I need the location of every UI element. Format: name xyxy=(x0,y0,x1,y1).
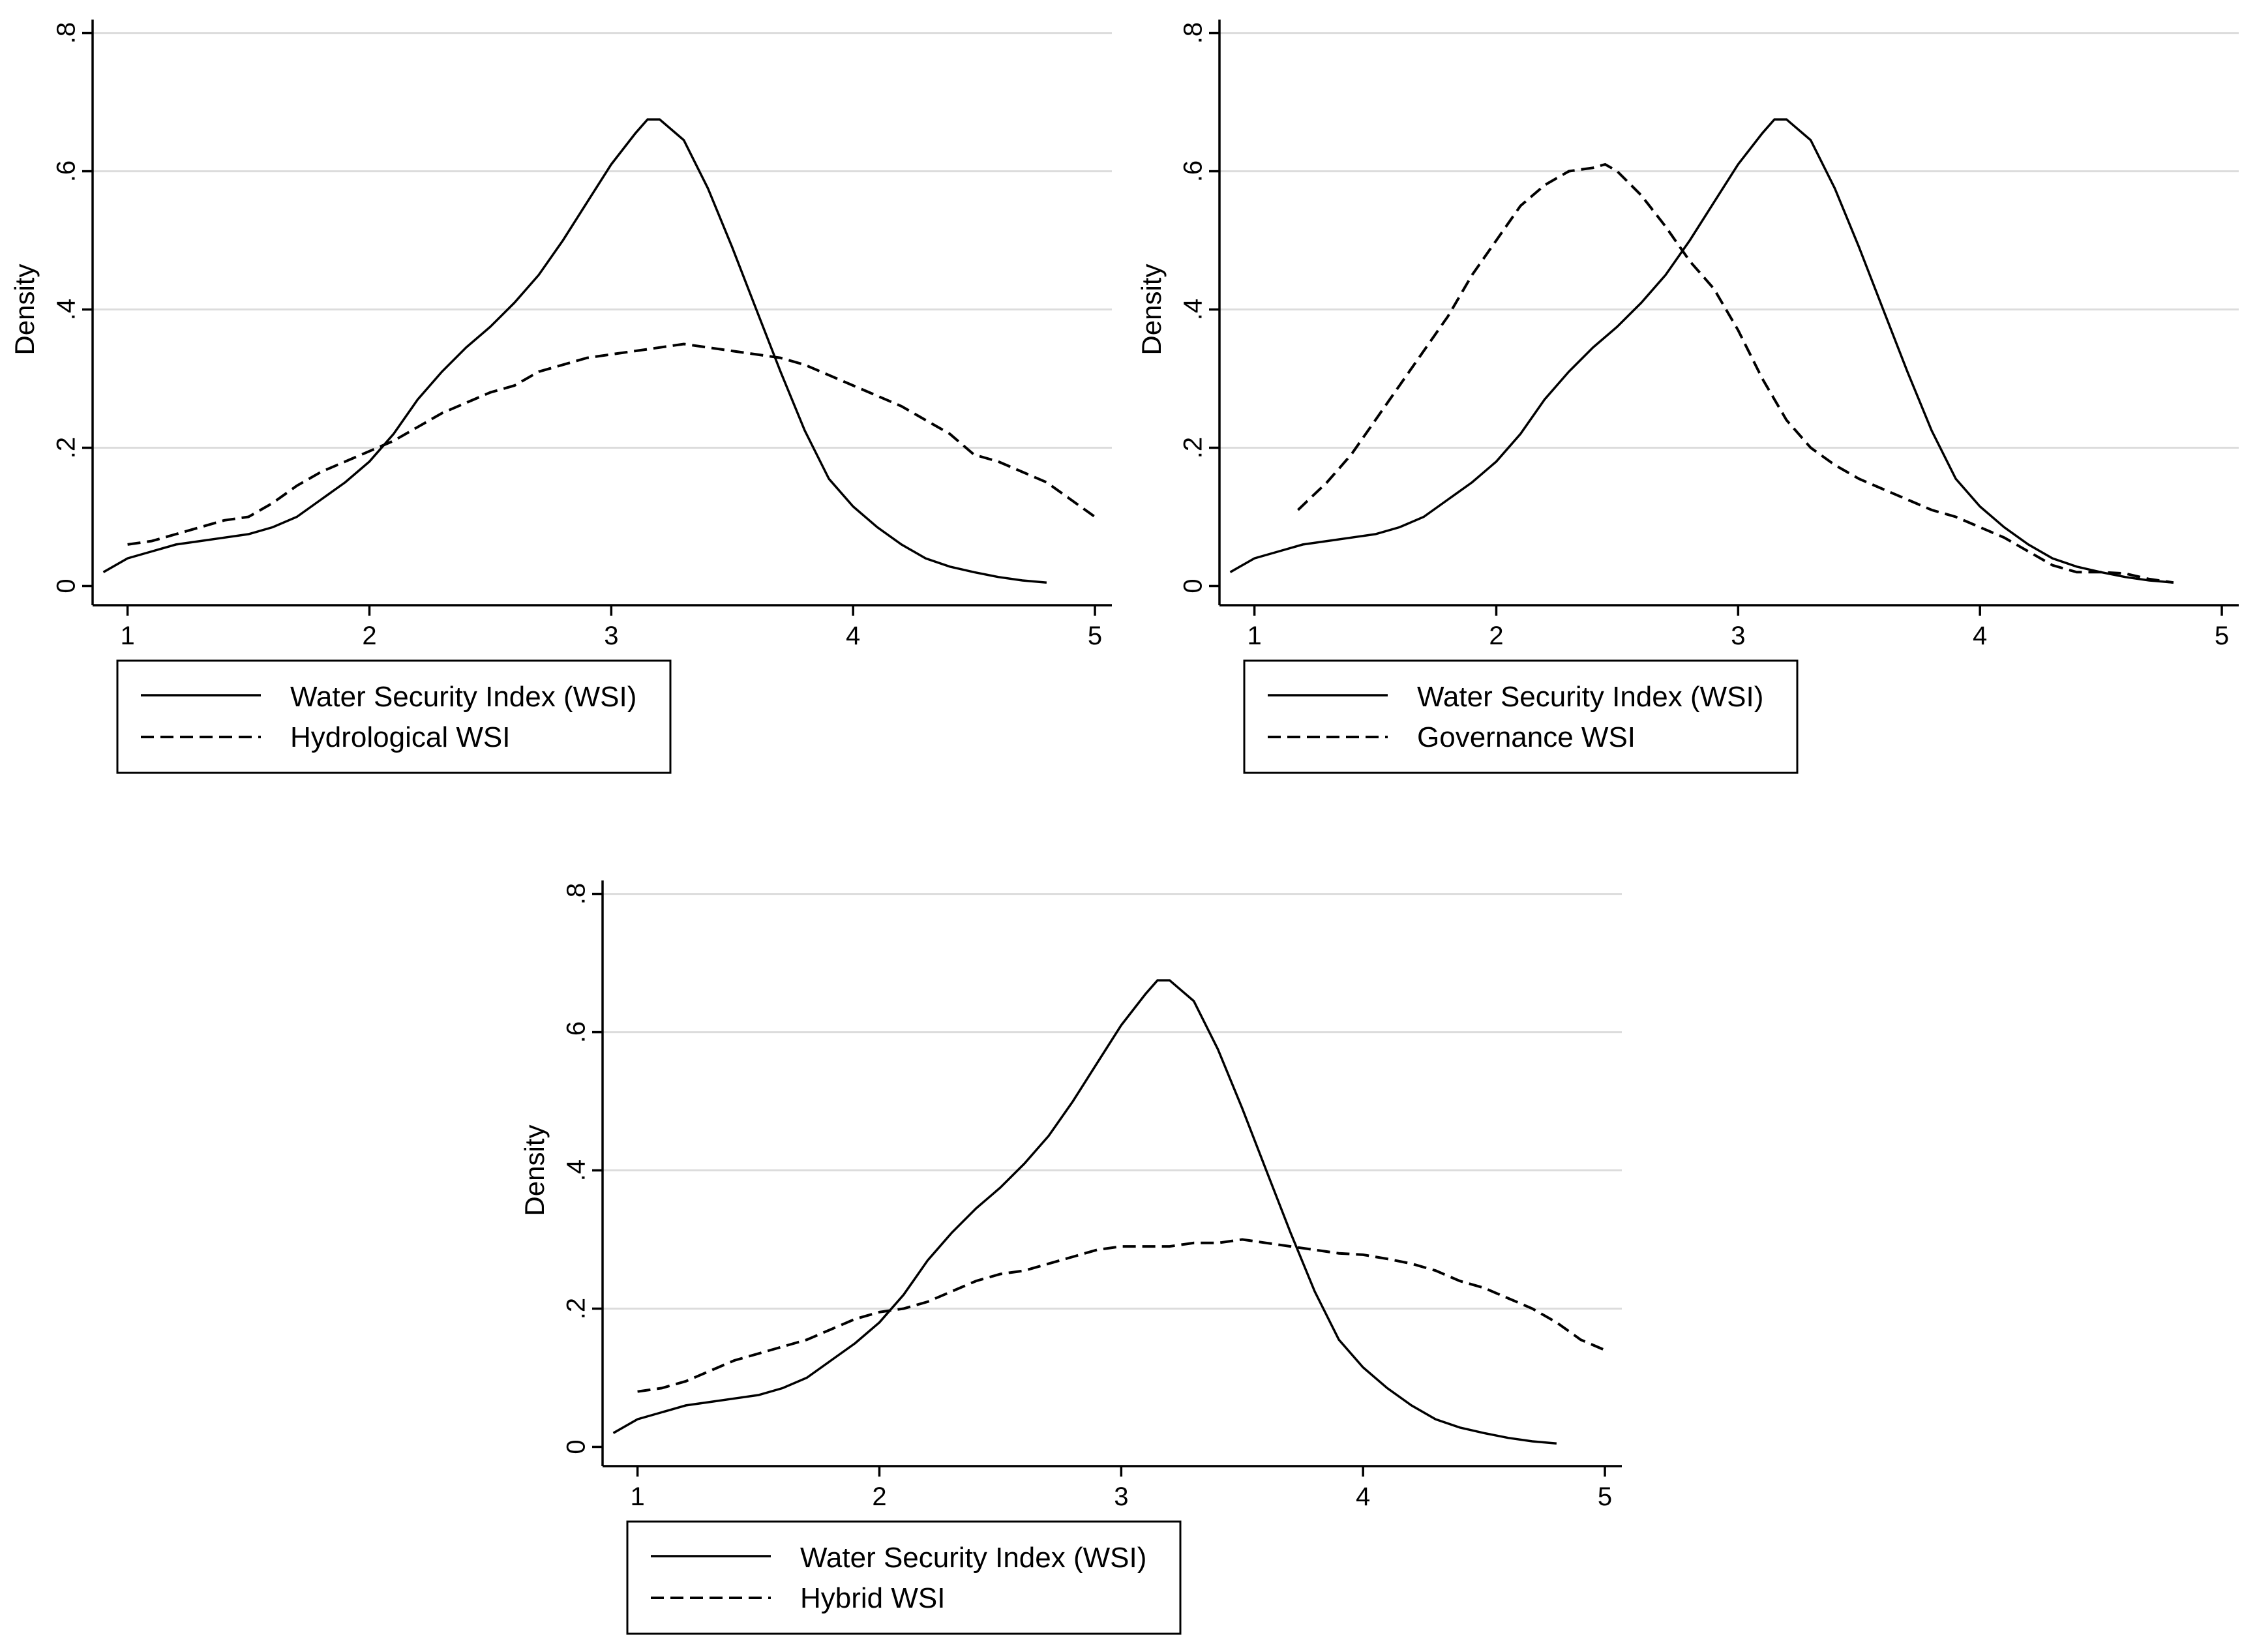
y-tick-label: .4 xyxy=(52,299,81,320)
legend-box xyxy=(116,659,672,774)
series-line-dashed xyxy=(127,342,1096,546)
x-tick-label: 2 xyxy=(362,622,376,650)
y-tick-label: .8 xyxy=(1179,22,1208,44)
x-tick-label: 5 xyxy=(1088,622,1102,650)
chart-panel-governance: 0 .2 .4 .6 .8 1 2 3 4 5 Density Water Security In… xyxy=(1136,20,2239,774)
plot-area: 0 .2 .4 .6 .8 1 2 3 4 5 xyxy=(562,880,1622,1511)
y-tick-label: 0 xyxy=(52,578,81,593)
y-tick-label: 0 xyxy=(562,1439,591,1454)
x-tick-label: 4 xyxy=(1973,622,1987,650)
y-tick-label: .8 xyxy=(562,883,591,905)
legend-label-hybrid: Hybrid WSI xyxy=(800,1582,945,1614)
legend-label-hydrological: Hydrological WSI xyxy=(290,721,510,753)
x-tick-label: 4 xyxy=(1356,1482,1370,1511)
series-line-dashed xyxy=(1297,162,2174,584)
legend-box xyxy=(626,1520,1182,1635)
x-tick-label: 3 xyxy=(1114,1482,1128,1511)
y-tick-label: .4 xyxy=(562,1160,591,1181)
y-tick-label: .6 xyxy=(52,160,81,182)
legend-label-governance: Governance WSI xyxy=(1417,721,1636,753)
x-tick-label: 3 xyxy=(604,622,618,650)
chart-panel-hybrid: 0 .2 .4 .6 .8 1 2 3 4 5 Density Water Security In… xyxy=(519,880,1622,1635)
x-tick-label: 2 xyxy=(872,1482,886,1511)
y-axis-title: Density xyxy=(9,264,40,355)
legend-label-wsi: Water Security Index (WSI) xyxy=(290,681,636,713)
x-tick-label: 5 xyxy=(1598,1482,1612,1511)
y-tick-label: .6 xyxy=(1179,160,1208,182)
y-tick-label: .2 xyxy=(562,1298,591,1319)
x-tick-label: 5 xyxy=(2215,622,2229,650)
y-tick-label: .8 xyxy=(52,22,81,44)
plot-area: 0 .2 .4 .6 .8 1 2 3 4 5 xyxy=(52,20,1112,650)
x-tick-label: 2 xyxy=(1489,622,1503,650)
y-tick-label: .2 xyxy=(52,437,81,458)
y-tick-label: .4 xyxy=(1179,299,1208,320)
series-line-solid xyxy=(612,979,1557,1445)
y-axis-title: Density xyxy=(1136,264,1167,355)
x-tick-label: 1 xyxy=(121,622,135,650)
x-tick-label: 1 xyxy=(1248,622,1262,650)
x-tick-label: 3 xyxy=(1731,622,1745,650)
chart-panel-hydrological: 0 .2 .4 .6 .8 1 2 3 4 5 Density Water Security In… xyxy=(9,20,1112,774)
legend-label-wsi: Water Security Index (WSI) xyxy=(800,1542,1146,1574)
series-line-solid xyxy=(1229,118,2174,584)
x-tick-label: 1 xyxy=(631,1482,645,1511)
y-tick-label: .2 xyxy=(1179,437,1208,458)
y-tick-label: 0 xyxy=(1179,578,1208,593)
x-tick-label: 4 xyxy=(846,622,860,650)
plot-area: 0 .2 .4 .6 .8 1 2 3 4 5 xyxy=(1179,20,2239,650)
series-line-dashed xyxy=(637,1238,1606,1393)
legend-label-wsi: Water Security Index (WSI) xyxy=(1417,681,1763,713)
legend-box xyxy=(1243,659,1799,774)
y-axis-title: Density xyxy=(519,1125,550,1216)
y-tick-label: .6 xyxy=(562,1021,591,1043)
series-line-solid xyxy=(102,118,1047,584)
